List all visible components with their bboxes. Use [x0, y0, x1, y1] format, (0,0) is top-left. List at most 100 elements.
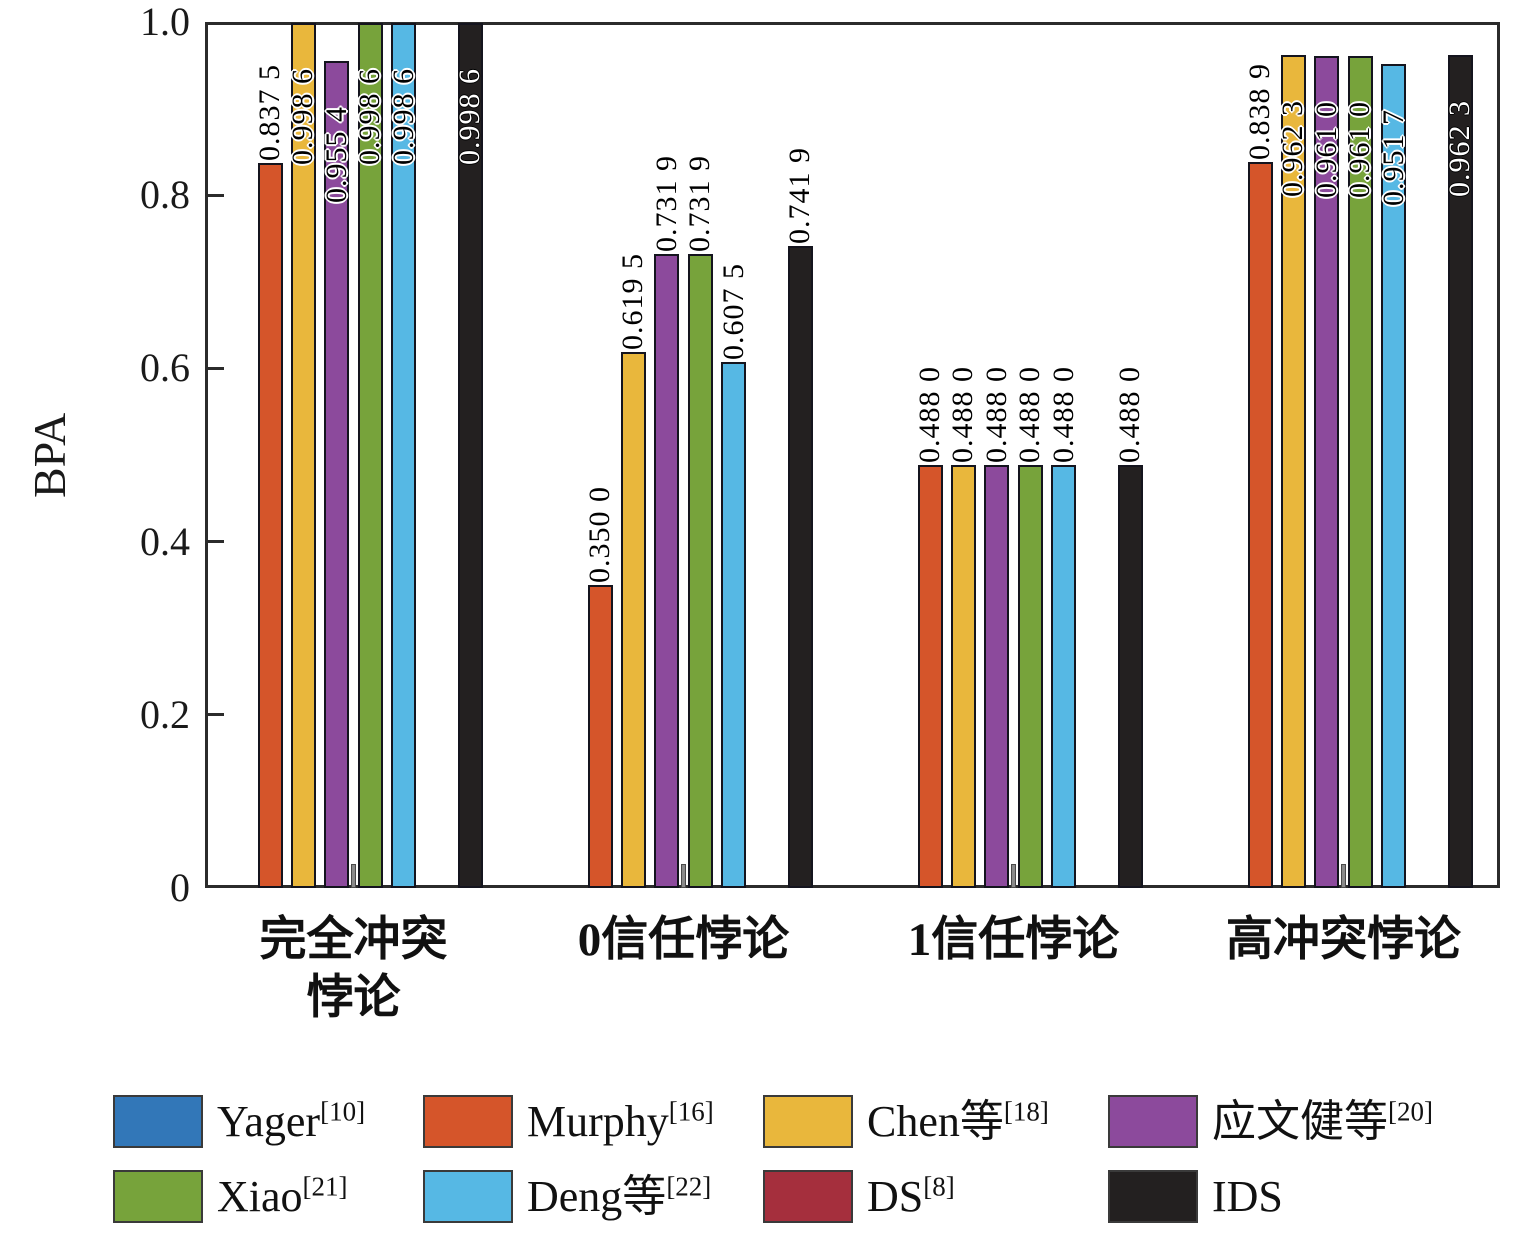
- y-tick-label-0.6: 0.6: [140, 345, 190, 391]
- bar-value-label-Murphy-group4: 0.838 9: [1243, 62, 1276, 160]
- bar-Chen等-group4: [1280, 54, 1306, 888]
- y-tick-label-1.0: 1.0: [140, 0, 190, 44]
- bar-Xiao-group1: [357, 23, 383, 888]
- x-category-label-group1-line1: 完全冲突: [259, 914, 448, 966]
- bar-value-label-Xiao-group3: 0.488 0: [1013, 366, 1047, 464]
- bar-Chen等-group1: [290, 23, 316, 888]
- bar-value-label-应文健等-group2: 0.731 9: [649, 155, 683, 253]
- legend-ref-Deng等: [22]: [666, 1171, 712, 1202]
- x-category-label-group3: 1信任悖论: [907, 914, 1120, 966]
- tiny-gray-bar-group2: [681, 863, 686, 888]
- bar-Murphy-group1: [257, 162, 283, 888]
- legend-item-应文健等: 应文健等[20]: [1108, 1095, 1433, 1151]
- legend-ref-Yager: [10]: [320, 1096, 366, 1127]
- legend-ref-应文健等: [20]: [1388, 1096, 1433, 1127]
- bar-IDS-group2: [787, 245, 813, 888]
- bar-value-label-Murphy-group3: 0.488 0: [913, 366, 946, 464]
- y-tick-label-0.2: 0.2: [140, 691, 190, 737]
- bar-Deng等-group4: [1381, 63, 1407, 888]
- legend-label-Murphy: Murphy[16]: [527, 1096, 714, 1146]
- legend-item-Xiao: Xiao[21]: [113, 1170, 413, 1226]
- bar-Xiao-group2: [687, 254, 713, 888]
- legend-label-Chen等: Chen等[18]: [867, 1096, 1049, 1146]
- bar-value-label-应文健等-group4: 0.961 0: [1309, 100, 1343, 198]
- bar-value-label-Murphy-group1: 0.837 5: [253, 63, 286, 161]
- bar-value-label-IDS-group3: 0.488 0: [1113, 366, 1147, 464]
- bar-value-label-应文健等-group3: 0.488 0: [979, 366, 1013, 464]
- bar-Chen等-group2: [620, 351, 646, 888]
- bar-Chen等-group3: [950, 465, 976, 888]
- legend-item-DS: DS[8]: [763, 1170, 1063, 1226]
- y-tick-label-0.4: 0.4: [140, 518, 190, 564]
- bar-Murphy-group3: [917, 465, 943, 888]
- tiny-gray-bar-group1: [351, 863, 356, 888]
- legend-swatch-IDS: [1108, 1170, 1198, 1223]
- legend-swatch-DS: [763, 1170, 853, 1223]
- bar-value-label-Murphy-group2: 0.350 0: [583, 485, 616, 583]
- legend-label-应文健等: 应文健等[20]: [1212, 1096, 1433, 1146]
- bar-IDS-group4: [1447, 54, 1473, 888]
- legend-ref-Murphy: [16]: [668, 1096, 714, 1127]
- legend-item-IDS: IDS: [1108, 1170, 1408, 1226]
- bar-value-label-Deng等-group2: 0.607 5: [716, 262, 750, 360]
- tiny-gray-bar-group4: [1341, 863, 1346, 888]
- bar-value-label-Chen等-group4: 0.962 3: [1276, 99, 1310, 197]
- bar-Murphy-group2: [587, 584, 613, 888]
- legend-label-Xiao: Xiao[21]: [217, 1171, 348, 1221]
- bar-Murphy-group4: [1247, 161, 1273, 888]
- bar-应文健等-group2: [654, 254, 680, 888]
- y-tick-label-0.8: 0.8: [140, 172, 190, 218]
- y-tick-mark-0.2: [208, 713, 224, 717]
- y-tick-mark-0.6: [208, 366, 224, 370]
- bar-应文健等-group3: [984, 465, 1010, 888]
- bar-value-label-Chen等-group3: 0.488 0: [946, 366, 980, 464]
- x-category-label-group4: 高冲突悖论: [1226, 914, 1461, 966]
- bar-value-label-Deng等-group1: 0.998 6: [386, 68, 420, 166]
- legend-swatch-应文健等: [1108, 1095, 1198, 1148]
- bar-Xiao-group4: [1347, 55, 1373, 888]
- bar-Deng等-group2: [721, 361, 747, 888]
- bar-value-label-Chen等-group2: 0.619 5: [616, 252, 650, 350]
- bar-value-label-IDS-group1: 0.998 6: [453, 68, 487, 166]
- bar-Deng等-group1: [391, 23, 417, 888]
- bar-value-label-Chen等-group1: 0.998 6: [286, 68, 320, 166]
- bar-value-label-IDS-group4: 0.962 3: [1443, 99, 1477, 197]
- bar-value-label-Deng等-group3: 0.488 0: [1046, 366, 1080, 464]
- tiny-gray-bar-group3: [1011, 863, 1016, 888]
- y-tick-mark-0.4: [208, 540, 224, 544]
- legend-swatch-Deng等: [423, 1170, 513, 1223]
- legend-swatch-Chen等: [763, 1095, 853, 1148]
- y-tick-mark-0.8: [208, 193, 224, 197]
- legend-swatch-Murphy: [423, 1095, 513, 1148]
- bar-value-label-应文健等-group1: 0.955 4: [319, 105, 353, 203]
- bar-IDS-group1: [457, 23, 483, 888]
- legend-swatch-Yager: [113, 1095, 203, 1148]
- bar-value-label-IDS-group2: 0.741 9: [783, 146, 817, 244]
- legend-label-DS: DS[8]: [867, 1171, 955, 1221]
- legend-ref-Chen等: [18]: [1003, 1096, 1049, 1127]
- bar-value-label-Xiao-group2: 0.731 9: [683, 155, 717, 253]
- bar-Deng等-group3: [1051, 465, 1077, 888]
- legend-ref-DS: [8]: [923, 1171, 955, 1202]
- bar-应文健等-group4: [1314, 55, 1340, 888]
- bar-value-label-Xiao-group4: 0.961 0: [1343, 100, 1377, 198]
- legend-label-Yager: Yager[10]: [217, 1096, 366, 1146]
- legend: Yager[10] Murphy[16] Chen等[18] 应文健等[20] Xiao…: [0, 1080, 1520, 1249]
- bar-value-label-Xiao-group1: 0.998 6: [353, 68, 387, 166]
- x-category-label-group1-line2: 悖论: [306, 972, 401, 1024]
- legend-item-Chen等: Chen等[18]: [763, 1095, 1063, 1151]
- x-category-label-group2: 0信任悖论: [577, 914, 790, 966]
- legend-swatch-Xiao: [113, 1170, 203, 1223]
- legend-item-Murphy: Murphy[16]: [423, 1095, 723, 1151]
- bar-value-label-Deng等-group4: 0.951 7: [1376, 108, 1410, 206]
- legend-label-Deng等: Deng等[22]: [527, 1171, 712, 1221]
- y-tick-label-0: 0: [170, 865, 190, 910]
- legend-ref-Xiao: [21]: [302, 1171, 348, 1202]
- legend-item-Deng等: Deng等[22]: [423, 1170, 723, 1226]
- bar-IDS-group3: [1117, 465, 1143, 888]
- bar-Xiao-group3: [1017, 465, 1043, 888]
- bar-应文健等-group1: [324, 60, 350, 888]
- legend-label-IDS: IDS: [1212, 1172, 1283, 1221]
- legend-item-Yager: Yager[10]: [113, 1095, 413, 1151]
